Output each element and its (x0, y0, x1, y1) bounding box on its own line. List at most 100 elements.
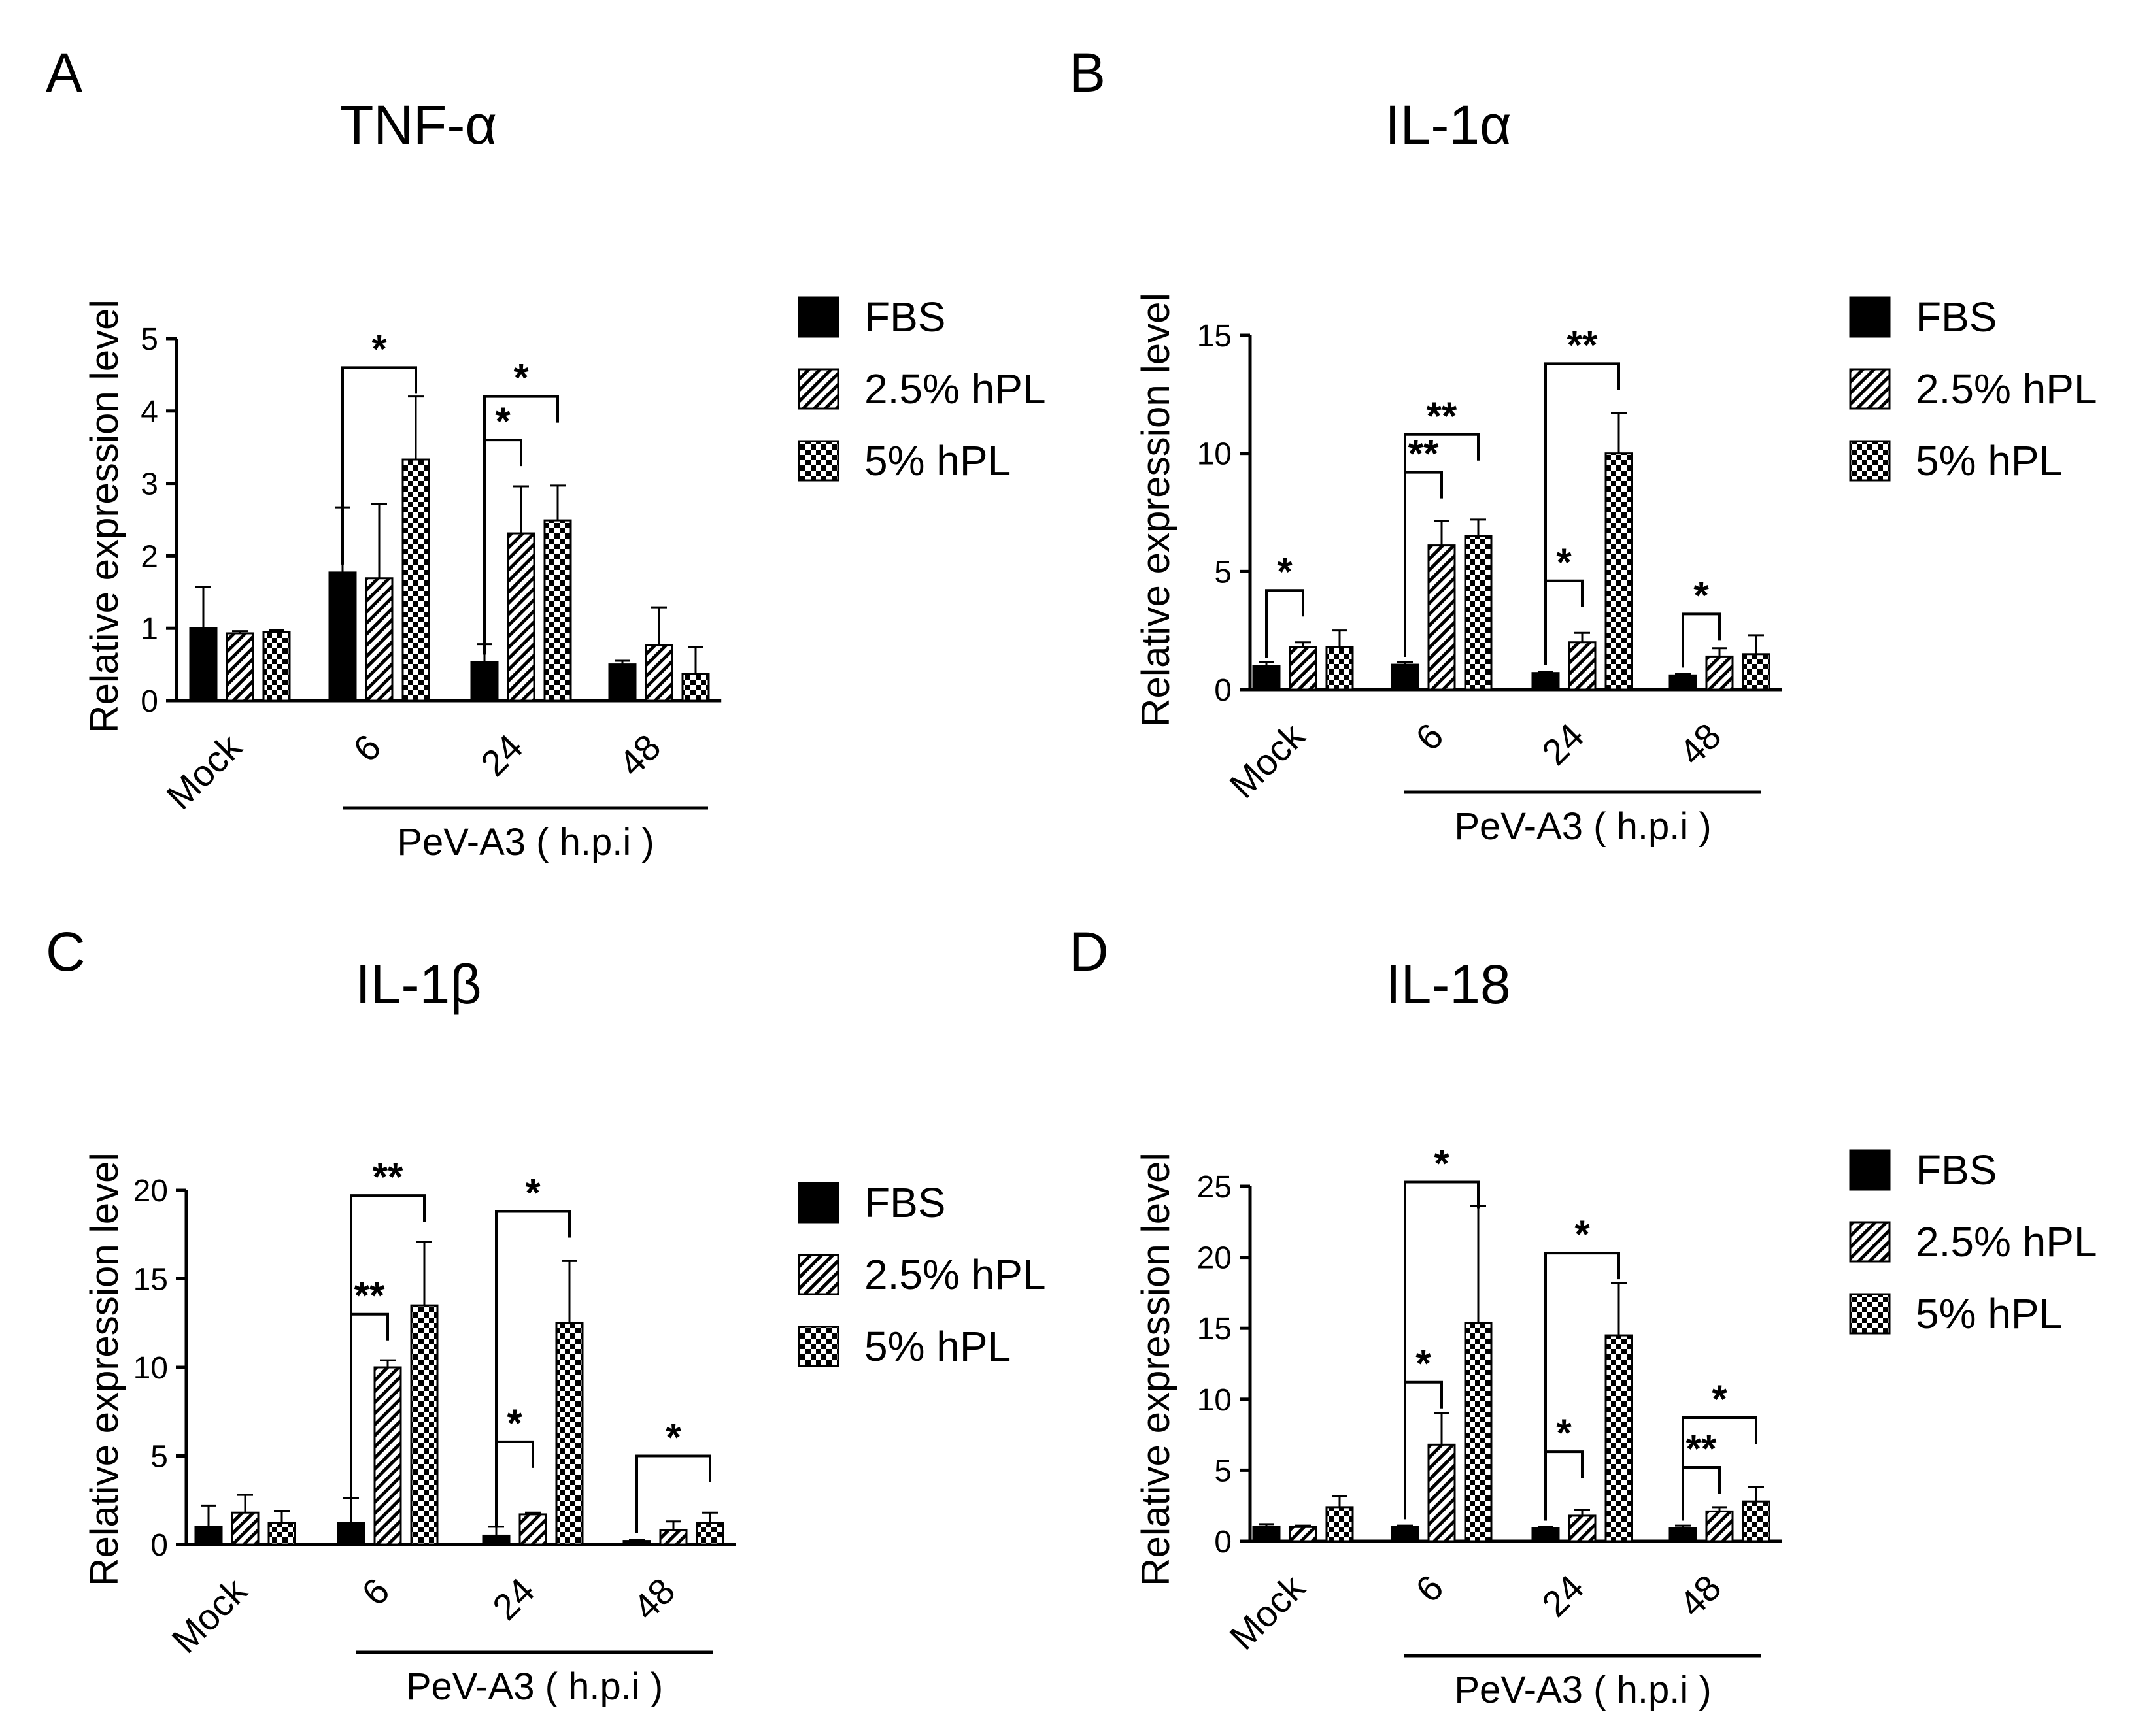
bar-5-hpl (1742, 653, 1770, 691)
panel-letter: B (1069, 42, 1106, 103)
significance-bracket (1544, 1450, 1584, 1521)
y-tick-label: 15 (1197, 1312, 1232, 1346)
legend-label: 5% hPL (1916, 437, 2062, 484)
bar-2-5-hpl (365, 577, 394, 702)
panel-letter: A (46, 42, 82, 103)
bar-fbs (470, 661, 499, 702)
y-axis-label: Relative expression level (82, 299, 126, 733)
y-axis-label: Relative expression level (1134, 293, 1177, 727)
significance-bracket (635, 1454, 711, 1533)
significance-marker: ** (1427, 394, 1457, 438)
legend-swatch-hatch (1849, 1221, 1891, 1263)
legend-label: FBS (864, 1179, 945, 1226)
legend-label: 2.5% hPL (1916, 1218, 2097, 1265)
bar-2-5-hpl (373, 1366, 402, 1546)
significance-marker: * (507, 1401, 522, 1445)
bar-2-5-hpl (659, 1529, 688, 1546)
bar-5-hpl (1604, 1334, 1633, 1543)
legend-label: 2.5% hPL (864, 1251, 1046, 1298)
y-tick-label: 5 (141, 322, 158, 357)
x-category-label: 48 (1671, 1567, 1729, 1625)
bar-2-5-hpl (1289, 1526, 1317, 1543)
significance-bracket (1544, 579, 1584, 665)
significance-marker: * (1574, 1212, 1590, 1256)
significance-marker: * (1556, 541, 1572, 584)
bar-5-hpl (1604, 452, 1633, 691)
bar-fbs (1252, 665, 1281, 691)
bar-fbs (482, 1534, 511, 1546)
legend-swatch-checker (1849, 440, 1891, 482)
significance-marker: * (513, 356, 529, 400)
x-category-label: 24 (1534, 715, 1592, 773)
significance-bracket (341, 366, 417, 565)
legend-swatch-hatch (1849, 368, 1891, 410)
y-tick-label: 25 (1197, 1170, 1232, 1205)
bar-5-hpl (262, 631, 291, 702)
chart-title: IL-1α (1385, 94, 1511, 156)
significance-marker: * (371, 327, 387, 371)
legend-swatch-solid (1849, 1149, 1891, 1191)
x-category-label: Mock (158, 726, 250, 817)
legend-label: 2.5% hPL (1916, 365, 2097, 412)
significance-bracket (1265, 589, 1304, 658)
bar-2-5-hpl (226, 632, 254, 702)
bar-5-hpl (1742, 1500, 1770, 1543)
y-tick-label: 4 (141, 395, 158, 429)
x-group-label: PeV-A3 ( h.p.i ) (397, 821, 654, 863)
y-tick-label: 0 (1214, 1525, 1232, 1560)
x-category-label: Mock (1221, 714, 1313, 806)
significance-marker: ** (354, 1274, 385, 1318)
chart-title: IL-1β (355, 954, 481, 1015)
bar-fbs (1391, 1526, 1419, 1543)
bar-2-5-hpl (1568, 641, 1597, 691)
significance-marker: ** (373, 1155, 403, 1199)
y-tick-label: 20 (133, 1174, 168, 1209)
x-category-label: 6 (345, 726, 389, 770)
legend-swatch-solid (798, 1182, 839, 1224)
bar-5-hpl (681, 673, 710, 702)
significance-marker: * (525, 1171, 541, 1215)
significance-marker: * (1434, 1141, 1449, 1185)
y-tick-label: 0 (141, 684, 158, 719)
y-tick-label: 5 (150, 1440, 168, 1475)
bar-fbs (328, 571, 357, 702)
significance-bracket (1682, 1466, 1721, 1521)
significance-marker: * (666, 1416, 681, 1460)
bar-5-hpl (410, 1304, 439, 1546)
significance-bracket (495, 1440, 534, 1528)
bar-fbs (1668, 1527, 1697, 1543)
y-tick-label: 15 (133, 1263, 168, 1297)
significance-bracket (1404, 1380, 1443, 1520)
significance-marker: * (1712, 1377, 1727, 1421)
bar-fbs (194, 1526, 223, 1546)
bar-2-5-hpl (1705, 1510, 1734, 1543)
y-tick-label: 15 (1197, 319, 1232, 354)
significance-marker: * (1693, 573, 1709, 617)
bar-5-hpl (401, 458, 430, 702)
significance-marker: * (1277, 550, 1293, 593)
significance-bracket (495, 1210, 571, 1528)
bar-2-5-hpl (507, 532, 535, 702)
x-category-label: 24 (484, 1570, 543, 1628)
y-tick-label: 10 (133, 1351, 168, 1386)
bar-fbs (1531, 1527, 1560, 1543)
bar-fbs (1668, 674, 1697, 691)
significance-bracket (483, 439, 522, 655)
legend-label: 2.5% hPL (864, 365, 1046, 412)
x-category-label: 48 (1671, 715, 1729, 773)
x-group-label: PeV-A3 ( h.p.i ) (1454, 1669, 1711, 1711)
y-tick-label: 10 (1197, 1383, 1232, 1418)
bar-fbs (189, 627, 218, 702)
legend-swatch-solid (1849, 296, 1891, 338)
panel-d: D IL-18 0 5 10 15 20 25 Relative expression leve… (1069, 921, 2097, 1711)
legend-swatch-checker (798, 1326, 839, 1367)
bar-fbs (608, 663, 637, 702)
legend-swatch-checker (1849, 1293, 1891, 1335)
legend-label: 5% hPL (1916, 1290, 2062, 1337)
legend-swatch-checker (798, 440, 839, 482)
y-tick-label: 0 (1214, 673, 1232, 708)
